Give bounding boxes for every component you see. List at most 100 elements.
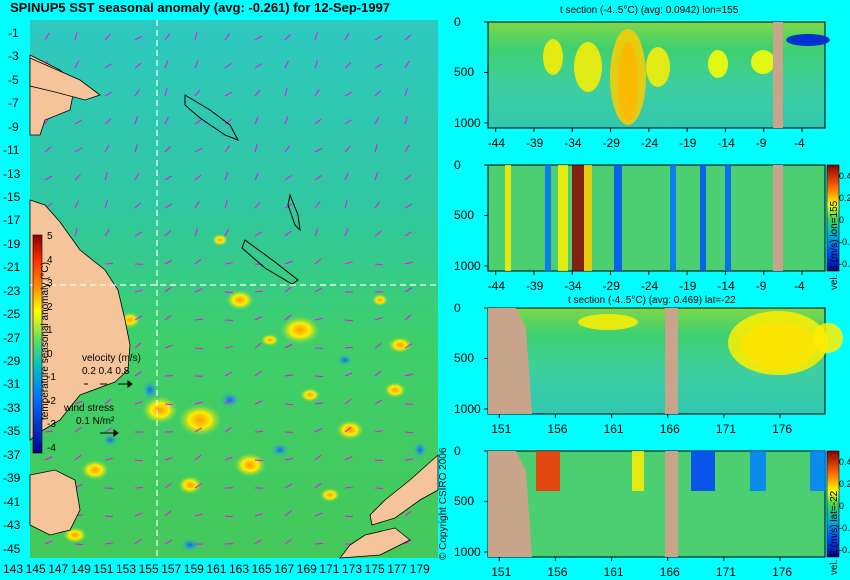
wind-vector xyxy=(254,116,259,125)
wind-vector xyxy=(194,483,203,489)
wind-vector xyxy=(344,119,353,125)
wind-vector xyxy=(134,459,144,462)
wind-vector xyxy=(374,116,380,125)
wind-vector xyxy=(284,539,292,545)
warm-anomaly xyxy=(280,316,320,344)
wind-vector xyxy=(284,343,293,349)
lat-tick-label: -45 xyxy=(3,541,21,556)
lat-tick-label: -41 xyxy=(3,494,21,509)
y-tick-label: 500 xyxy=(454,65,475,80)
colorbar-tick-label: -0.2 xyxy=(839,237,850,247)
wind-vector xyxy=(164,116,169,125)
warm-anomaly xyxy=(142,396,178,424)
wind-vector xyxy=(74,543,84,546)
wind-vector xyxy=(254,539,262,545)
wind-vector xyxy=(74,228,78,237)
temperature-feature xyxy=(610,29,646,125)
y-tick-label: 1000 xyxy=(454,401,481,416)
wind-vector xyxy=(224,62,232,69)
y-tick-label: 0 xyxy=(454,15,461,29)
wind-vector xyxy=(164,33,171,41)
section-panels[interactable] xyxy=(440,0,850,580)
velocity-colorbar xyxy=(826,450,840,558)
lon-tick-label: 175 xyxy=(364,562,385,576)
x-tick-label: -29 xyxy=(602,136,620,150)
wind-vector xyxy=(164,259,173,265)
wind-vector xyxy=(194,347,204,350)
warm-anomaly xyxy=(336,420,364,440)
wind-vector xyxy=(224,262,233,265)
velocity-band xyxy=(670,165,676,271)
lat-tick-label: -43 xyxy=(3,518,21,533)
colorbar-tick-label: -1 xyxy=(47,372,56,383)
wind-vector xyxy=(254,290,264,293)
wind-vector xyxy=(314,89,320,97)
lon-tick-label: 177 xyxy=(387,562,408,576)
wind-vector xyxy=(194,174,202,181)
wind-vector xyxy=(344,398,352,405)
warm-anomaly xyxy=(261,334,279,346)
wind-stress-arrow xyxy=(100,429,119,437)
wind-vector xyxy=(194,119,202,125)
warm-anomaly xyxy=(212,234,228,246)
wind-vector xyxy=(164,145,171,153)
wind-vector xyxy=(164,482,172,489)
wind-vector xyxy=(134,401,143,405)
lon-tick-label: 153 xyxy=(116,562,137,576)
wind-vector xyxy=(344,319,354,322)
wind-vector xyxy=(74,426,82,433)
wind-vector xyxy=(164,539,173,545)
lat-tick-label: -21 xyxy=(3,260,21,275)
wind-vector xyxy=(104,118,112,125)
lat-tick-label: -3 xyxy=(8,49,19,64)
wind-vector xyxy=(314,201,321,209)
sst-anomaly-map[interactable] xyxy=(0,0,445,580)
wind-vector xyxy=(404,34,412,41)
y-tick-label: 1000 xyxy=(454,115,481,130)
land-mask xyxy=(488,451,532,557)
wind-vector xyxy=(44,146,52,153)
lat-tick-label: -11 xyxy=(3,143,20,158)
lon-tick-label: 163 xyxy=(229,562,250,576)
velocity-scale-arrows xyxy=(84,380,133,388)
cold-feature xyxy=(786,34,830,46)
lon-tick-label: 165 xyxy=(251,562,272,576)
lat-tick-label: -1 xyxy=(8,26,19,40)
wind-vector xyxy=(224,200,228,209)
wind-vector xyxy=(404,203,413,209)
x-tick-label: -9 xyxy=(755,279,767,293)
velocity-band xyxy=(632,451,644,491)
velocity-band xyxy=(725,165,731,271)
wind-vector xyxy=(194,427,203,433)
x-tick-label: -44 xyxy=(487,279,505,293)
wind-vector xyxy=(254,63,262,69)
panel4-colorbar-label: vel. E (m/s) lat=-22 xyxy=(829,490,840,575)
x-tick-label: -39 xyxy=(525,279,544,293)
wind-vector xyxy=(224,172,229,181)
wind-vector xyxy=(224,398,232,405)
wind-vector xyxy=(194,318,204,321)
wind-vector xyxy=(344,261,353,265)
wind-vector xyxy=(164,344,173,349)
wind-vector xyxy=(284,457,293,461)
velocity-band xyxy=(572,165,584,271)
colorbar-tick-label: 0.2 xyxy=(839,193,850,203)
gap-mask xyxy=(665,308,678,414)
lon-tick-label: 171 xyxy=(319,562,340,576)
temperature-feature xyxy=(578,314,638,330)
warm-anomaly xyxy=(372,294,388,306)
wind-vector xyxy=(164,456,173,461)
wind-vector xyxy=(404,60,410,69)
wind-vector xyxy=(164,286,172,293)
wind-vector xyxy=(404,314,412,321)
x-tick-label: -4 xyxy=(794,279,805,293)
wind-vector xyxy=(194,228,198,237)
velocity-band xyxy=(700,165,706,271)
wind-stress-label: wind stress xyxy=(64,403,115,414)
wind-vector xyxy=(134,202,142,209)
wind-vector xyxy=(74,60,80,69)
wind-vector xyxy=(314,118,322,125)
wind-vector xyxy=(104,144,110,153)
wind-vector xyxy=(404,287,413,293)
warm-anomaly xyxy=(63,527,87,543)
